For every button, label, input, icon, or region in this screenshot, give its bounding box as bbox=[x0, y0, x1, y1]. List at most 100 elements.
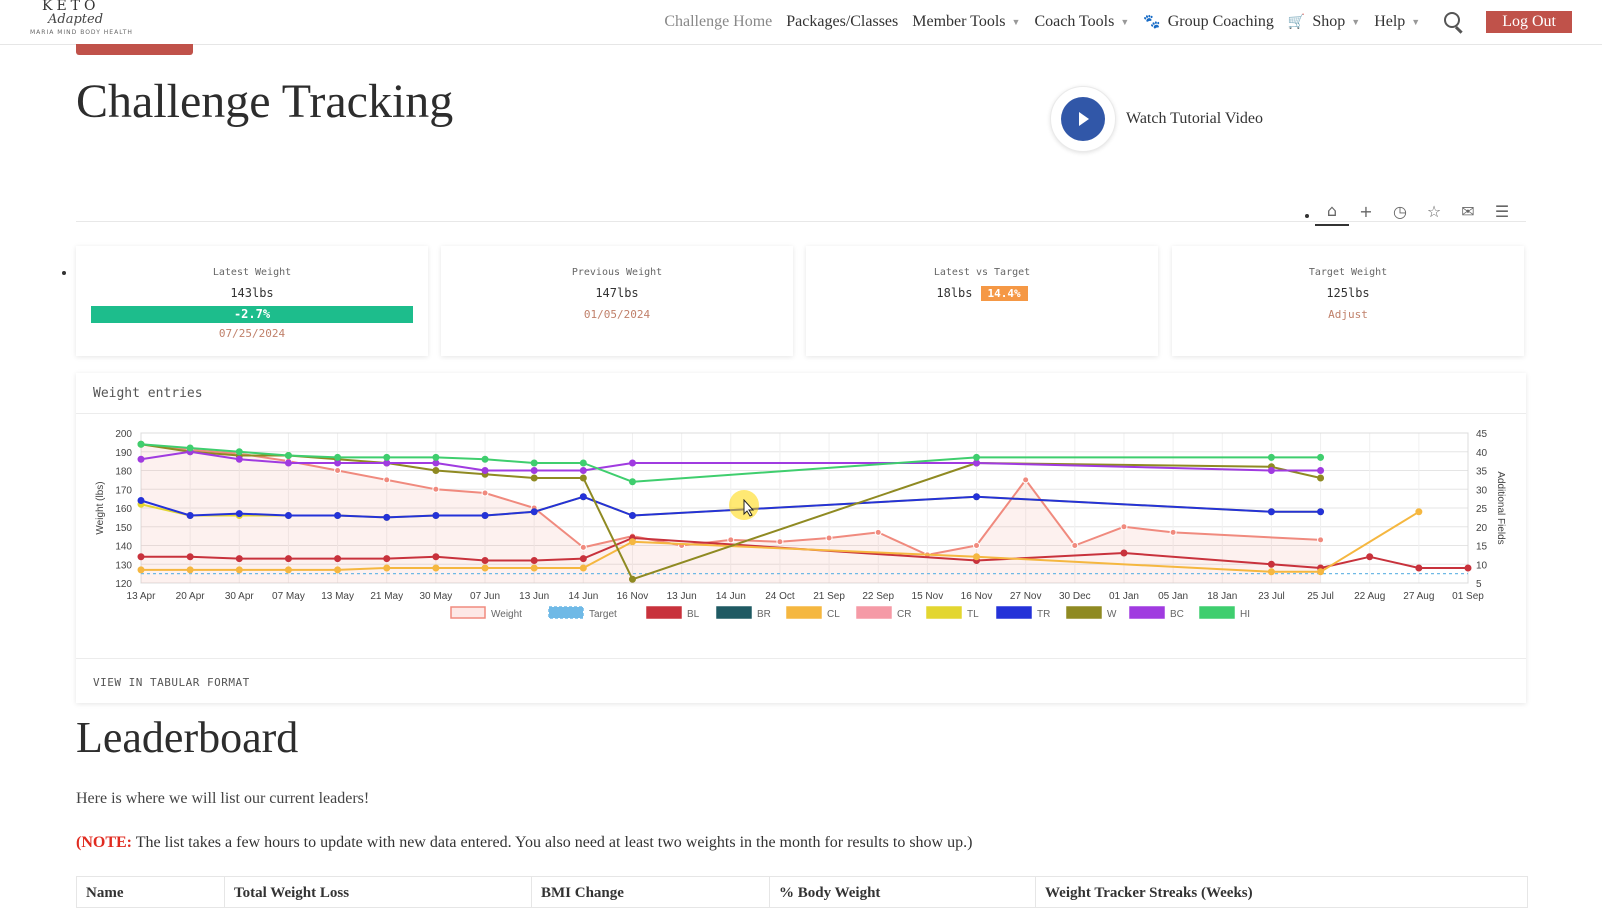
series-line-bc bbox=[140, 450, 1321, 472]
data-point-hi bbox=[383, 453, 391, 461]
data-point-weight bbox=[1317, 536, 1325, 544]
divider bbox=[76, 658, 1526, 659]
data-point-hi bbox=[481, 455, 489, 463]
legend-swatch-br bbox=[716, 606, 752, 619]
stat-label: Target Weight bbox=[1308, 267, 1388, 278]
legend-label: BL bbox=[687, 609, 700, 620]
column-header[interactable]: BMI Change bbox=[532, 877, 770, 907]
legend-swatch-weight bbox=[450, 606, 486, 619]
data-point-cl bbox=[383, 564, 391, 572]
data-point-bl bbox=[1267, 560, 1275, 568]
nav-challenge-home[interactable]: Challenge Home bbox=[664, 13, 772, 31]
search-icon[interactable] bbox=[1442, 11, 1464, 34]
data-point-w bbox=[628, 575, 636, 583]
star-icon[interactable]: ☆ bbox=[1426, 201, 1442, 221]
x-tick-label: 30 Apr bbox=[225, 591, 255, 602]
view-tabular-link[interactable]: VIEW IN TABULAR FORMAT bbox=[93, 676, 250, 689]
previous-weight-card: Previous Weight 147lbs 01/05/2024 bbox=[441, 246, 793, 356]
y-tick-label: 170 bbox=[115, 485, 132, 496]
nav-member-tools[interactable]: Member Tools ▼ bbox=[912, 13, 1020, 31]
nav-shop[interactable]: 🛒 Shop ▼ bbox=[1288, 13, 1360, 31]
chart-toolbar: ⌂ + ◷ ☆ ✉ ☰ bbox=[1305, 196, 1519, 226]
data-point-weight bbox=[874, 528, 882, 536]
tutorial-video-link[interactable]: Watch Tutorial Video bbox=[1050, 86, 1263, 152]
data-point-hi bbox=[284, 452, 292, 459]
bullet-dot bbox=[62, 271, 66, 275]
x-tick-label: 27 Aug bbox=[1403, 591, 1434, 602]
adjust-target-link[interactable]: Adjust bbox=[1328, 308, 1368, 321]
y-tick-label: 190 bbox=[115, 448, 132, 459]
column-header[interactable]: Weight Tracker Streaks (Weeks) bbox=[1045, 885, 1253, 901]
diff-value: 18lbs bbox=[936, 286, 973, 300]
history-icon[interactable]: ◷ bbox=[1393, 201, 1407, 221]
data-point-bc bbox=[432, 459, 440, 467]
play-button[interactable] bbox=[1050, 86, 1116, 152]
data-point-bl bbox=[284, 555, 292, 563]
legend-swatch-hi bbox=[1199, 606, 1235, 619]
crosshair-icon[interactable]: + bbox=[1359, 201, 1373, 221]
data-point-hi bbox=[1317, 453, 1325, 461]
stat-label: Latest vs Target bbox=[933, 267, 1031, 278]
data-point-cl bbox=[186, 566, 194, 574]
legend-label: CL bbox=[827, 609, 840, 620]
x-tick-label: 01 Sep bbox=[1452, 591, 1484, 602]
weight-entries-card: Weight entries 120 130 140 150 160 170 180 190 2… bbox=[76, 373, 1526, 703]
site-logo[interactable]: KETO Adapted MARIA MIND BODY HEALTH bbox=[30, 0, 132, 40]
data-point-cl bbox=[235, 566, 243, 574]
y2-tick-label: 35 bbox=[1476, 467, 1488, 478]
weight-chart[interactable]: 120 130 140 150 160 170 180 190 200 5 10 15 20 25 30 35… bbox=[76, 413, 1526, 658]
column-header[interactable]: % Body Weight bbox=[770, 877, 1036, 907]
data-point-hi bbox=[579, 459, 587, 467]
data-point-tr bbox=[530, 508, 538, 516]
data-point-bc bbox=[334, 459, 342, 467]
settings-sliders-icon[interactable]: ☰ bbox=[1494, 201, 1510, 221]
column-header[interactable]: Total Weight Loss bbox=[225, 877, 532, 907]
x-tick-label: 20 Apr bbox=[176, 591, 206, 602]
x-tick-label: 07 Jun bbox=[470, 591, 500, 602]
data-point-bc bbox=[579, 467, 587, 474]
x-tick-label: 07 May bbox=[272, 591, 305, 602]
data-point-tr bbox=[383, 513, 391, 521]
nav-label: Packages/Classes bbox=[786, 13, 899, 30]
chevron-down-icon: ▼ bbox=[1120, 17, 1130, 27]
chevron-down-icon: ▼ bbox=[1351, 17, 1361, 27]
x-tick-label: 13 Jun bbox=[519, 591, 549, 602]
data-point-bl bbox=[137, 553, 145, 561]
x-tick-label: 15 Nov bbox=[912, 591, 944, 602]
data-point-tr bbox=[973, 493, 981, 501]
nav-coach-tools[interactable]: Coach Tools ▼ bbox=[1034, 13, 1129, 31]
home-icon[interactable]: ⌂ bbox=[1315, 196, 1349, 226]
legend-label: BR bbox=[757, 609, 771, 620]
data-point-bl bbox=[235, 555, 243, 563]
data-point-w bbox=[432, 467, 440, 474]
nav-group-coaching[interactable]: 🐾 Group Coaching bbox=[1143, 13, 1274, 31]
y-tick-label: 130 bbox=[115, 560, 132, 571]
nav-packages-classes[interactable]: Packages/Classes bbox=[786, 13, 898, 31]
target-weight-card: Target Weight 125lbs Adjust bbox=[1172, 246, 1524, 356]
data-point-weight bbox=[776, 538, 784, 546]
x-tick-label: 16 Nov bbox=[617, 591, 649, 602]
logout-button[interactable]: Log Out bbox=[1486, 11, 1572, 33]
stat-date: 07/25/2024 bbox=[218, 327, 286, 340]
data-point-weight bbox=[1022, 476, 1030, 484]
top-navigation-bar: KETO Adapted MARIA MIND BODY HEALTH Chal… bbox=[0, 0, 1602, 45]
column-header[interactable]: Name bbox=[77, 877, 225, 907]
data-point-hi bbox=[137, 440, 145, 448]
data-point-bc bbox=[481, 467, 489, 474]
legend-swatch-w bbox=[1066, 606, 1102, 619]
nav-help[interactable]: Help ▼ bbox=[1374, 13, 1420, 31]
legend-swatch-cr bbox=[856, 606, 892, 619]
legend-label: Target bbox=[589, 609, 617, 620]
mail-icon[interactable]: ✉ bbox=[1461, 201, 1475, 221]
chevron-down-icon: ▼ bbox=[1011, 17, 1021, 27]
data-point-hi bbox=[973, 453, 981, 461]
y-tick-label: 120 bbox=[115, 579, 132, 590]
legend-label: BC bbox=[1170, 609, 1184, 620]
data-point-cl bbox=[1317, 568, 1325, 576]
plot-area bbox=[140, 432, 1469, 584]
data-point-cl bbox=[334, 566, 342, 574]
stat-value: 147lbs bbox=[595, 286, 639, 300]
y2-tick-label: 40 bbox=[1476, 448, 1488, 459]
y-tick-label: 140 bbox=[115, 542, 132, 553]
data-point-tr bbox=[137, 497, 145, 504]
